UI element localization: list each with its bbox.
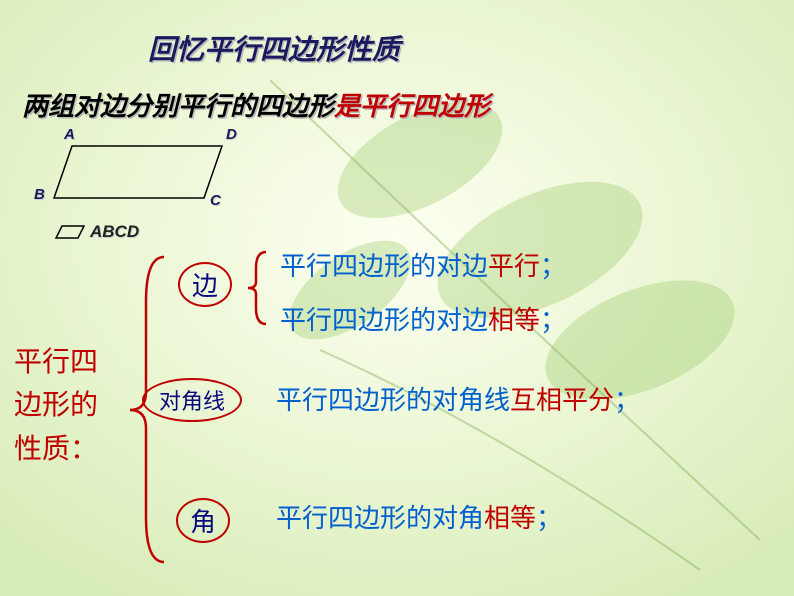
p4-blue: 平行四边形的对角: [276, 503, 484, 533]
subtitle-red: 是平行四边形: [334, 91, 490, 121]
p2-blue: 平行四边形的对边: [280, 305, 488, 335]
p4-red: 相等: [484, 503, 536, 533]
subtitle-black: 两组对边分别平行的四边形: [22, 91, 334, 121]
p4-tail: ；: [536, 503, 562, 533]
heading-line-1: 平行四: [14, 340, 134, 383]
property-side-equal: 平行四边形的对边相等；: [280, 300, 566, 337]
parallelogram-icon: [54, 223, 86, 241]
category-diagonal: 对角线: [142, 378, 242, 422]
subtitle: 两组对边分别平行的四边形是平行四边形: [22, 86, 490, 123]
parallelogram-diagram: A D B C: [30, 128, 250, 218]
p3-red: 互相平分: [510, 385, 614, 415]
p1-red: 平行: [488, 251, 540, 281]
p3-tail: ；: [614, 385, 640, 415]
category-side: 边: [178, 262, 232, 307]
p2-tail: ；: [540, 305, 566, 335]
abcd-label: ABCD: [90, 222, 139, 242]
heading-line-2: 边形的: [14, 383, 134, 426]
abcd-symbol-row: ABCD: [54, 222, 139, 242]
heading-line-3: 性质：: [14, 427, 134, 470]
property-side-parallel: 平行四边形的对边平行；: [280, 246, 566, 283]
p1-blue: 平行四边形的对边: [280, 251, 488, 281]
p3-blue: 平行四边形的对角线: [276, 385, 510, 415]
properties-heading: 平行四 边形的 性质：: [14, 340, 134, 470]
p2-red: 相等: [488, 305, 540, 335]
label-b: B: [34, 186, 45, 203]
label-d: D: [226, 126, 237, 143]
page-title: 回忆平行四边形性质: [148, 28, 400, 68]
p1-tail: ；: [540, 251, 566, 281]
property-angle: 平行四边形的对角相等；: [276, 498, 562, 535]
category-angle: 角: [176, 498, 230, 543]
small-brace: [244, 248, 272, 328]
label-c: C: [210, 192, 221, 209]
property-diagonal: 平行四边形的对角线互相平分；: [276, 380, 640, 417]
label-a: A: [64, 126, 75, 143]
